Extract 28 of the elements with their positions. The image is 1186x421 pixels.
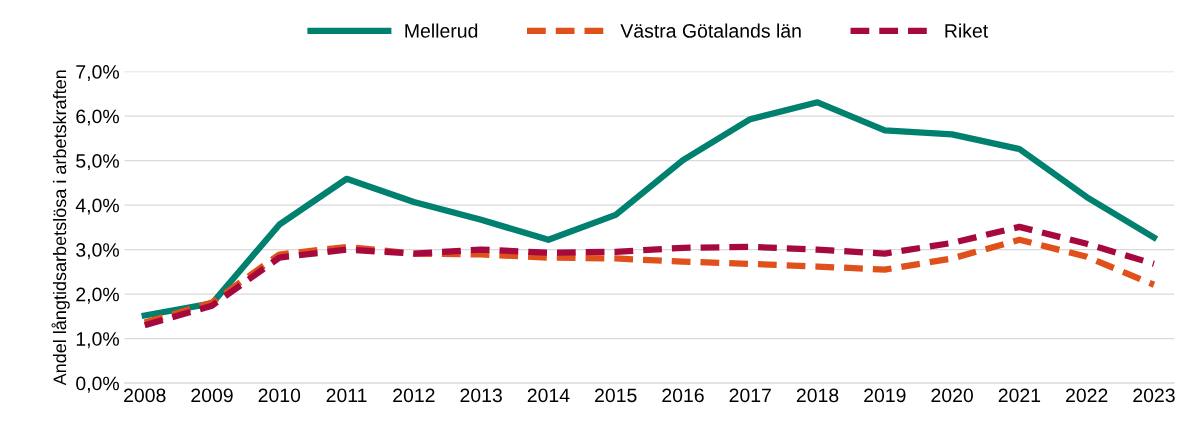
y-tick-label: 4,0% <box>75 198 119 215</box>
x-tick-label: 2008 <box>124 388 166 403</box>
x-tick-label: 2009 <box>191 388 233 403</box>
x-tick-label: 2010 <box>258 388 301 403</box>
legend-label: Riket <box>945 23 989 38</box>
x-tick-label: 2014 <box>527 388 570 403</box>
legend-label: Västra Götalands län <box>620 23 801 38</box>
y-tick-label: 2,0% <box>76 287 119 304</box>
y-tick-label: 7,0% <box>76 65 119 82</box>
x-tick-label: 2023 <box>1133 388 1175 403</box>
x-tick-label: 2019 <box>864 388 906 403</box>
x-tick-label: 2021 <box>998 388 1041 403</box>
x-tick-label: 2020 <box>931 388 973 403</box>
y-tick-label: 0,0% <box>76 376 119 393</box>
x-tick-label: 2012 <box>393 388 435 403</box>
x-tick-label: 2016 <box>662 388 704 403</box>
x-tick-label: 2013 <box>460 388 502 403</box>
x-tick-label: 2015 <box>595 388 637 403</box>
y-tick-label: 6,0% <box>76 109 119 126</box>
x-tick-label: 2011 <box>326 388 367 403</box>
y-tick-label: 5,0% <box>76 154 119 171</box>
x-tick-label: 2017 <box>729 388 771 403</box>
y-axis-title: Andel långtidsarbetslösa i arbetskraften <box>51 70 70 386</box>
x-tick-label: 2018 <box>796 388 839 403</box>
x-tick-label: 2022 <box>1066 388 1108 403</box>
y-tick-label: 1,0% <box>76 332 119 349</box>
y-tick-label: 3,0% <box>76 243 119 260</box>
legend-label: Mellerud <box>405 23 478 38</box>
